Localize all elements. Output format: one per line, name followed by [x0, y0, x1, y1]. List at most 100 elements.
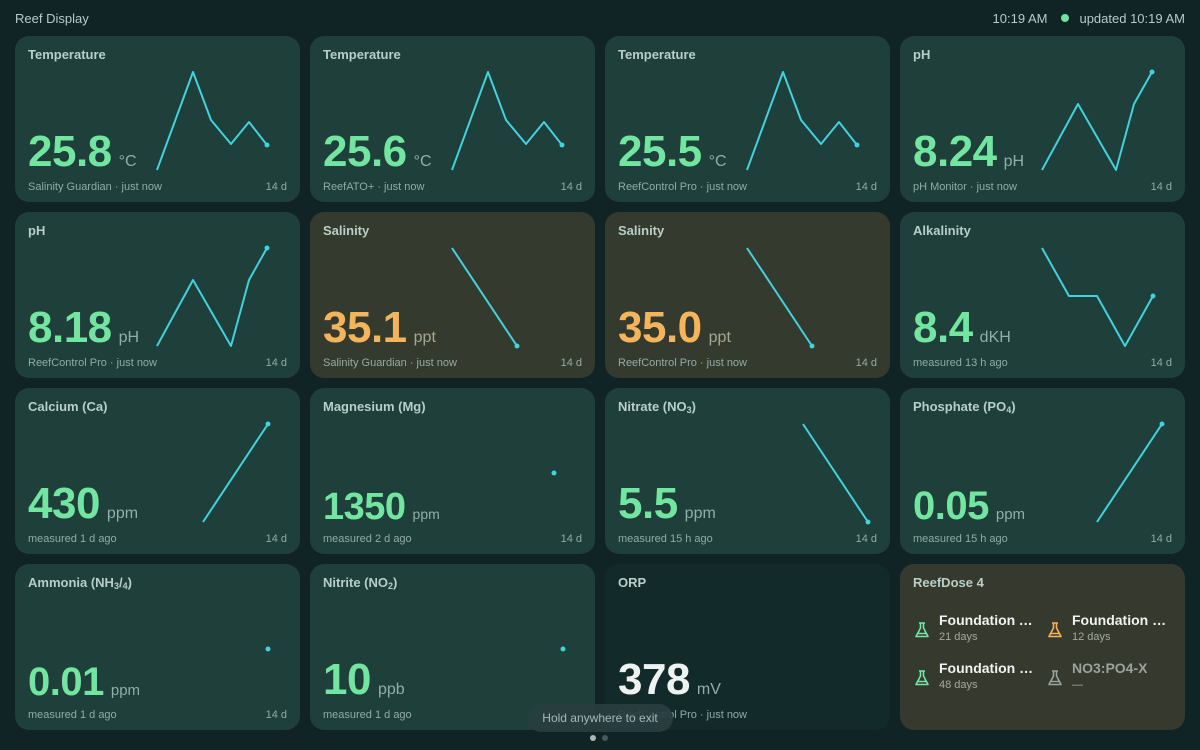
value-row: 25.8 °C — [28, 130, 137, 174]
range-label: 14 d — [1150, 533, 1172, 545]
range-label: 14 d — [1150, 357, 1172, 369]
page-indicator — [590, 735, 608, 741]
tile-footer: pH Monitor · just now 14 d — [913, 181, 1172, 193]
tile-ph-2[interactable]: pH 8.18 pH ReefControl Pro · just now 14… — [15, 212, 300, 378]
tile-footer: Salinity Guardian · just now 14 d — [323, 357, 582, 369]
page-dot-1[interactable] — [590, 735, 596, 741]
tile-title: pH — [28, 223, 46, 238]
dose-channel-b[interactable]: Foundation B... 12 days — [1046, 612, 1179, 643]
tile-orp[interactable]: ORP 378 mV ReefControl Pro · just now — [605, 564, 890, 730]
tile-title: Nitrate (NO3) — [618, 399, 696, 415]
reading-source: measured 13 h ago — [913, 357, 1008, 369]
reading-unit: °C — [413, 153, 432, 170]
dose-channel-a[interactable]: Foundation A... 21 days — [913, 612, 1046, 643]
tile-footer: measured 1 d ago 14 d — [28, 533, 287, 545]
reading-value: 430 — [28, 479, 100, 528]
tile-salinity-2[interactable]: Salinity 35.0 ppt ReefControl Pro · just… — [605, 212, 890, 378]
value-row: 35.1 ppt — [323, 306, 436, 350]
sparkline — [156, 71, 270, 171]
tile-footer: measured 15 h ago 14 d — [913, 533, 1172, 545]
reading-value: 25.5 — [618, 127, 702, 176]
range-label: 14 d — [560, 533, 582, 545]
value-row: 1350 ppm — [323, 488, 440, 526]
reading-unit: ppt — [413, 329, 436, 346]
tile-footer: measured 1 d ago 14 d — [28, 709, 287, 721]
reading-source: Salinity Guardian · just now — [323, 357, 457, 369]
tile-temperature-3[interactable]: Temperature 25.5 °C ReefControl Pro · ju… — [605, 36, 890, 202]
tile-ammonia[interactable]: Ammonia (NH3/4) 0.01 ppm measured 1 d ag… — [15, 564, 300, 730]
tile-grid: Temperature 25.8 °C Salinity Guardian · … — [15, 36, 1185, 730]
tile-magnesium[interactable]: Magnesium (Mg) 1350 ppm measured 2 d ago… — [310, 388, 595, 554]
reading-source: ReefControl Pro · just now — [618, 357, 747, 369]
dose-channel-grid: Foundation A... 21 days Foundation B... … — [913, 612, 1175, 691]
tile-title: pH — [913, 47, 931, 62]
tile-salinity-1[interactable]: Salinity 35.1 ppt Salinity Guardian · ju… — [310, 212, 595, 378]
reading-value: 8.18 — [28, 303, 112, 352]
reading-unit: ppt — [708, 329, 731, 346]
tile-nitrite[interactable]: Nitrite (NO2) 10 ppb measured 1 d ago — [310, 564, 595, 730]
clock: 10:19 AM — [992, 10, 1048, 26]
reading-value: 1350 — [323, 486, 406, 528]
tile-footer: measured 2 d ago 14 d — [323, 533, 582, 545]
tile-footer: measured 15 h ago 14 d — [618, 533, 877, 545]
tile-reefdose[interactable]: ReefDose 4 Foundation A... 21 days Fo — [900, 564, 1185, 730]
reading-value: 5.5 — [618, 479, 678, 528]
reading-value: 0.01 — [28, 660, 104, 704]
range-label: 14 d — [265, 709, 287, 721]
reading-value: 35.1 — [323, 303, 407, 352]
page-dot-2[interactable] — [602, 735, 608, 741]
reading-unit: ppm — [412, 506, 440, 522]
reading-source: measured 1 d ago — [28, 533, 117, 545]
sparkline — [1096, 421, 1165, 523]
dose-name: NO3:PO4-X — [1072, 660, 1148, 676]
tile-footer: ReefATO+ · just now 14 d — [323, 181, 582, 193]
reading-source: measured 15 h ago — [913, 533, 1008, 545]
value-row: 8.24 pH — [913, 130, 1024, 174]
tile-title: ReefDose 4 — [913, 575, 984, 590]
value-row: 10 ppb — [323, 658, 405, 702]
tile-title: Temperature — [28, 47, 106, 62]
tile-footer: ReefControl Pro · just now 14 d — [618, 181, 877, 193]
flask-icon — [1048, 670, 1062, 686]
reading-source: pH Monitor · just now — [913, 181, 1017, 193]
tile-phosphate[interactable]: Phosphate (PO4) 0.05 ppm measured 15 h a… — [900, 388, 1185, 554]
reading-source: measured 1 d ago — [323, 709, 412, 721]
tile-title: Salinity — [618, 223, 665, 238]
tile-nitrate[interactable]: Nitrate (NO3) 5.5 ppm measured 15 h ago … — [605, 388, 890, 554]
top-bar: Reef Display 10:19 AM updated 10:19 AM — [0, 0, 1200, 36]
sparkline — [156, 245, 270, 347]
range-label: 14 d — [1150, 181, 1172, 193]
tile-temperature-1[interactable]: Temperature 25.8 °C Salinity Guardian · … — [15, 36, 300, 202]
reading-value: 8.4 — [913, 303, 973, 352]
sparkline — [802, 423, 871, 525]
reading-value: 35.0 — [618, 303, 702, 352]
reading-value: 10 — [323, 655, 371, 704]
dose-days: — — [1072, 679, 1083, 691]
tile-title: ORP — [618, 575, 647, 590]
tile-calcium[interactable]: Calcium (Ca) 430 ppm measured 1 d ago 14… — [15, 388, 300, 554]
reading-source: ReefControl Pro · just now — [618, 181, 747, 193]
dose-channel-c[interactable]: Foundation C... 48 days — [913, 660, 1046, 691]
tile-title: Magnesium (Mg) — [323, 399, 426, 414]
reading-value: 25.6 — [323, 127, 407, 176]
tile-footer: measured 1 d ago — [323, 709, 582, 721]
range-label: 14 d — [265, 533, 287, 545]
tile-alkalinity[interactable]: Alkalinity 8.4 dKH measured 13 h ago 14 … — [900, 212, 1185, 378]
reading-source: ReefControl Pro · just now — [28, 357, 157, 369]
updated-label: updated 10:19 AM — [1079, 10, 1185, 26]
dose-days: 12 days — [1072, 631, 1111, 643]
tile-temperature-2[interactable]: Temperature 25.6 °C ReefATO+ · just now … — [310, 36, 595, 202]
tile-footer: Salinity Guardian · just now 14 d — [28, 181, 287, 193]
app-title: Reef Display — [15, 10, 89, 26]
tile-ph-1[interactable]: pH 8.24 pH pH Monitor · just now 14 d — [900, 36, 1185, 202]
tile-title: Nitrite (NO2) — [323, 575, 398, 591]
reading-source: measured 2 d ago — [323, 533, 412, 545]
range-label: 14 d — [560, 181, 582, 193]
dose-channel-d[interactable]: NO3:PO4-X — — [1046, 660, 1179, 691]
tile-title: Phosphate (PO4) — [913, 399, 1016, 415]
value-row: 5.5 ppm — [618, 482, 716, 526]
range-label: 14 d — [265, 357, 287, 369]
reading-unit: ppm — [106, 505, 139, 522]
tile-title: Alkalinity — [913, 223, 971, 238]
exit-hint-toast[interactable]: Hold anywhere to exit — [527, 704, 673, 732]
